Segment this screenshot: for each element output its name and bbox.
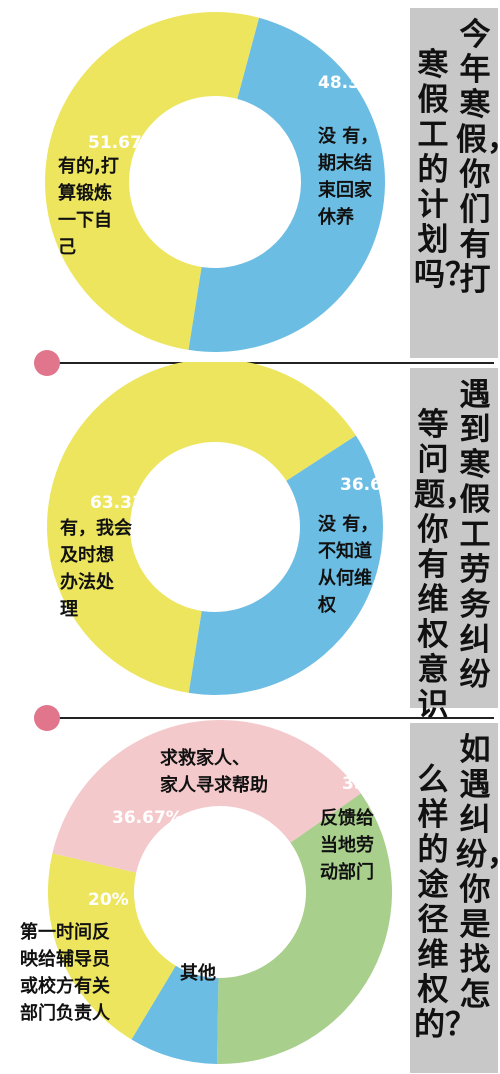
donut-3-slice-4-label: 求救家人、	[160, 747, 250, 769]
question-3-line-2: 么样的途径维权的？	[414, 762, 476, 1043]
donut-3-slice-3-percent: 20%	[88, 890, 129, 910]
donut-3-slice-3-label: 第一时间反	[20, 921, 110, 943]
donut-1-slice-2	[45, 12, 259, 350]
donut-3-slice-1-label: 动部门	[320, 861, 374, 883]
donut-2-slice-2-percent: 63.33%	[90, 493, 161, 513]
question-2-line-2: 等问题，你有维权意识吗？	[414, 407, 476, 758]
donut-1-slice-2-percent: 51.67%	[88, 133, 159, 153]
donut-3-slice-1	[216, 793, 392, 1064]
donut-3-slice-2	[131, 965, 219, 1064]
donut-3-slice-1-label: 当地劳	[320, 834, 374, 856]
donut-1-slice-1-label: 束回家	[318, 179, 373, 201]
donut-2-slice-2-label: 有，我会	[60, 517, 132, 539]
donut-3-slice-1-label: 反馈给	[320, 807, 374, 829]
chart-panel-1: 48.33% 没 有， 期末结束回家休养 51.67% 有的,打算锻炼一下自己 今年寒假…	[0, 0, 500, 362]
donut-3-slice-2-percent: 8.33%	[196, 934, 255, 954]
question-box-1: 今年寒假，你们有打 寒假工的计划吗？	[410, 8, 500, 358]
question-box-3: 如遇纠纷，你是找怎 么样的途径维权的？	[410, 723, 500, 1073]
donut-3-slice-1-percent: 35%	[342, 774, 383, 794]
donut-2-slice-1-label: 不知道	[318, 540, 372, 562]
question-3-line-1: 如遇纠纷，你是找怎	[456, 732, 500, 1013]
donut-2-slice-2-label: 办法处	[60, 571, 115, 593]
donut-2-slice-1-label: 权	[317, 594, 337, 616]
donut-2-slice-1-label: 从何维	[318, 567, 372, 589]
donut-2-slice-2-label: 理	[60, 599, 78, 620]
donut-2-slice-1-percent: 36.67%	[340, 475, 410, 495]
donut-3-slice-3-label: 映给辅导员	[20, 948, 110, 970]
divider-2	[48, 717, 494, 719]
donut-2-slice-2-label: 及时想	[60, 544, 114, 566]
chart-panel-2: 36.67% 没 有， 不知道从何维权 63.33% 有，我会及时想办法处理 遇到寒假工…	[0, 362, 500, 758]
question-2-line-1: 遇到寒假工劳务纠纷	[459, 377, 491, 693]
question-box-2: 遇到寒假工劳务纠纷 等问题，你有维权意识吗？	[410, 368, 498, 758]
donut-1-slice-2-label: 己	[58, 237, 76, 258]
donut-3-slice-4-percent: 36.67%	[112, 808, 183, 828]
donut-1-slice-1-label: 没 有，	[318, 125, 378, 147]
divider-1	[48, 362, 494, 364]
donut-3-slice-4-label: 家人寻求帮助	[160, 774, 268, 796]
question-1-line-2: 寒假工的计划吗？	[414, 47, 476, 293]
donut-3-slice-3-label: 部门负责人	[20, 1002, 111, 1024]
chart-panel-3: 35% 反馈给当地劳动部门 8.33% 其他 20% 第一时间反映给辅导员或校方有关部门负…	[0, 717, 500, 1074]
divider-dot-2	[34, 705, 60, 731]
donut-1-slice-2-label: 一下自	[58, 209, 112, 231]
donut-3-slice-2-label: 其他	[180, 962, 216, 984]
donut-3-slice-4	[52, 720, 361, 873]
donut-2-slice-2	[47, 362, 356, 693]
donut-3-slice-3	[48, 853, 176, 1040]
donut-1-slice-1-label: 休养	[317, 206, 355, 228]
divider-dot-1	[34, 350, 60, 376]
donut-1-slice-1-label: 期末结	[318, 152, 372, 174]
donut-2-slice-1-label: 没 有，	[318, 513, 378, 535]
question-1-line-1: 今年寒假，你们有打	[456, 17, 500, 298]
donut-3-slice-3-label: 或校方有关	[20, 975, 110, 997]
donut-1-slice-1-percent: 48.33%	[318, 73, 389, 93]
donut-1-slice-2-label: 有的,打	[58, 155, 119, 177]
donut-2-slice-1	[188, 435, 383, 695]
donut-1-slice-2-label: 算锻炼	[58, 182, 112, 204]
donut-1-slice-1	[188, 17, 386, 353]
